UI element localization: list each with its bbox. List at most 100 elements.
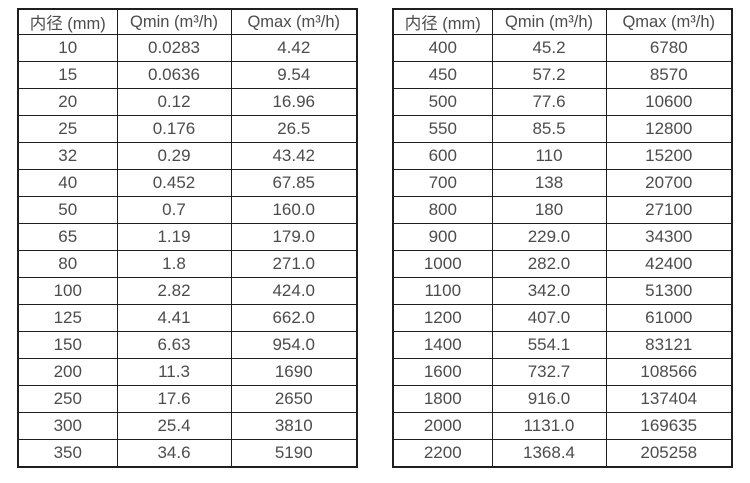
table-cell: 20700 (605, 169, 733, 197)
table-cell: 800 (392, 196, 493, 224)
table-cell: 138 (491, 169, 607, 197)
table-cell: 160.0 (230, 196, 358, 224)
table-row: 1000 282.0 42400 (392, 250, 733, 278)
column-header: 内径 (mm) (392, 8, 493, 35)
spec-table-left: 内径 (mm) Qmin (m³/h) Qmax (m³/h) 10 0.0283 4.… (17, 8, 358, 468)
table-row: 15 0.0636 9.54 (17, 61, 358, 89)
table-row: 600 110 15200 (392, 142, 733, 170)
table-cell: 16.96 (230, 88, 358, 116)
table-cell: 20 (17, 88, 118, 116)
table-cell: 550 (392, 115, 493, 143)
table-cell: 700 (392, 169, 493, 197)
table-row: 400 45.2 6780 (392, 34, 733, 62)
table-row: 2200 1368.4 205258 (392, 439, 733, 468)
table-cell: 600 (392, 142, 493, 170)
column-header: 内径 (mm) (17, 8, 118, 35)
table-cell: 77.6 (491, 88, 607, 116)
column-header: Qmax (m³/h) (605, 8, 733, 35)
spec-table-right: 内径 (mm) Qmin (m³/h) Qmax (m³/h) 400 45.2 678… (392, 8, 733, 468)
flow-rate-table-small-diameter: 内径 (mm) Qmin (m³/h) Qmax (m³/h) 10 0.0283 4.… (17, 8, 358, 468)
table-row: 900 229.0 34300 (392, 223, 733, 251)
table-cell: 271.0 (230, 250, 358, 278)
table-cell: 350 (17, 439, 118, 468)
column-header: Qmax (m³/h) (230, 8, 358, 35)
table-cell: 0.176 (116, 115, 232, 143)
table-cell: 137404 (605, 385, 733, 413)
table-cell: 2200 (392, 439, 493, 468)
table-cell: 43.42 (230, 142, 358, 170)
table-cell: 150 (17, 331, 118, 359)
table-cell: 125 (17, 304, 118, 332)
table-cell: 27100 (605, 196, 733, 224)
table-cell: 15 (17, 61, 118, 89)
table-cell: 916.0 (491, 385, 607, 413)
table-cell: 40 (17, 169, 118, 197)
table-cell: 1800 (392, 385, 493, 413)
table-row: 20 0.12 16.96 (17, 88, 358, 116)
table-cell: 1100 (392, 277, 493, 305)
table-cell: 51300 (605, 277, 733, 305)
table-cell: 61000 (605, 304, 733, 332)
table-cell: 179.0 (230, 223, 358, 251)
table-cell: 25.4 (116, 412, 232, 440)
table-cell: 180 (491, 196, 607, 224)
table-row: 80 1.8 271.0 (17, 250, 358, 278)
table-cell: 15200 (605, 142, 733, 170)
table-row: 1400 554.1 83121 (392, 331, 733, 359)
column-header: Qmin (m³/h) (491, 8, 607, 35)
table-cell: 900 (392, 223, 493, 251)
table-row: 2000 1131.0 169635 (392, 412, 733, 440)
table-cell: 45.2 (491, 34, 607, 62)
table-cell: 1368.4 (491, 439, 607, 468)
table-cell: 2650 (230, 385, 358, 413)
table-row: 700 138 20700 (392, 169, 733, 197)
table-row: 550 85.5 12800 (392, 115, 733, 143)
table-cell: 1131.0 (491, 412, 607, 440)
table-cell: 10 (17, 34, 118, 62)
table-cell: 0.7 (116, 196, 232, 224)
table-cell: 6.63 (116, 331, 232, 359)
table-cell: 450 (392, 61, 493, 89)
table-row: 350 34.6 5190 (17, 439, 358, 468)
table-cell: 3810 (230, 412, 358, 440)
table-row: 32 0.29 43.42 (17, 142, 358, 170)
table-cell: 4.41 (116, 304, 232, 332)
table-cell: 1200 (392, 304, 493, 332)
table-cell: 732.7 (491, 358, 607, 386)
table-row: 450 57.2 8570 (392, 61, 733, 89)
table-cell: 85.5 (491, 115, 607, 143)
table-cell: 110 (491, 142, 607, 170)
table-row: 1100 342.0 51300 (392, 277, 733, 305)
table-cell: 1600 (392, 358, 493, 386)
table-cell: 67.85 (230, 169, 358, 197)
table-cell: 11.3 (116, 358, 232, 386)
table-cell: 65 (17, 223, 118, 251)
table-cell: 662.0 (230, 304, 358, 332)
table-cell: 205258 (605, 439, 733, 468)
table-cell: 2.82 (116, 277, 232, 305)
table-row: 40 0.452 67.85 (17, 169, 358, 197)
table-cell: 0.0283 (116, 34, 232, 62)
table-cell: 200 (17, 358, 118, 386)
table-cell: 400 (392, 34, 493, 62)
table-row: 10 0.0283 4.42 (17, 34, 358, 62)
table-row: 25 0.176 26.5 (17, 115, 358, 143)
table-cell: 229.0 (491, 223, 607, 251)
table-cell: 50 (17, 196, 118, 224)
table-row: 65 1.19 179.0 (17, 223, 358, 251)
table-row: 125 4.41 662.0 (17, 304, 358, 332)
table-cell: 554.1 (491, 331, 607, 359)
table-cell: 34300 (605, 223, 733, 251)
table-cell: 10600 (605, 88, 733, 116)
table-cell: 4.42 (230, 34, 358, 62)
table-cell: 300 (17, 412, 118, 440)
table-cell: 954.0 (230, 331, 358, 359)
table-cell: 83121 (605, 331, 733, 359)
table-cell: 108566 (605, 358, 733, 386)
table-cell: 1000 (392, 250, 493, 278)
table-row: 200 11.3 1690 (17, 358, 358, 386)
table-cell: 32 (17, 142, 118, 170)
table-cell: 1.8 (116, 250, 232, 278)
table-cell: 17.6 (116, 385, 232, 413)
table-cell: 100 (17, 277, 118, 305)
